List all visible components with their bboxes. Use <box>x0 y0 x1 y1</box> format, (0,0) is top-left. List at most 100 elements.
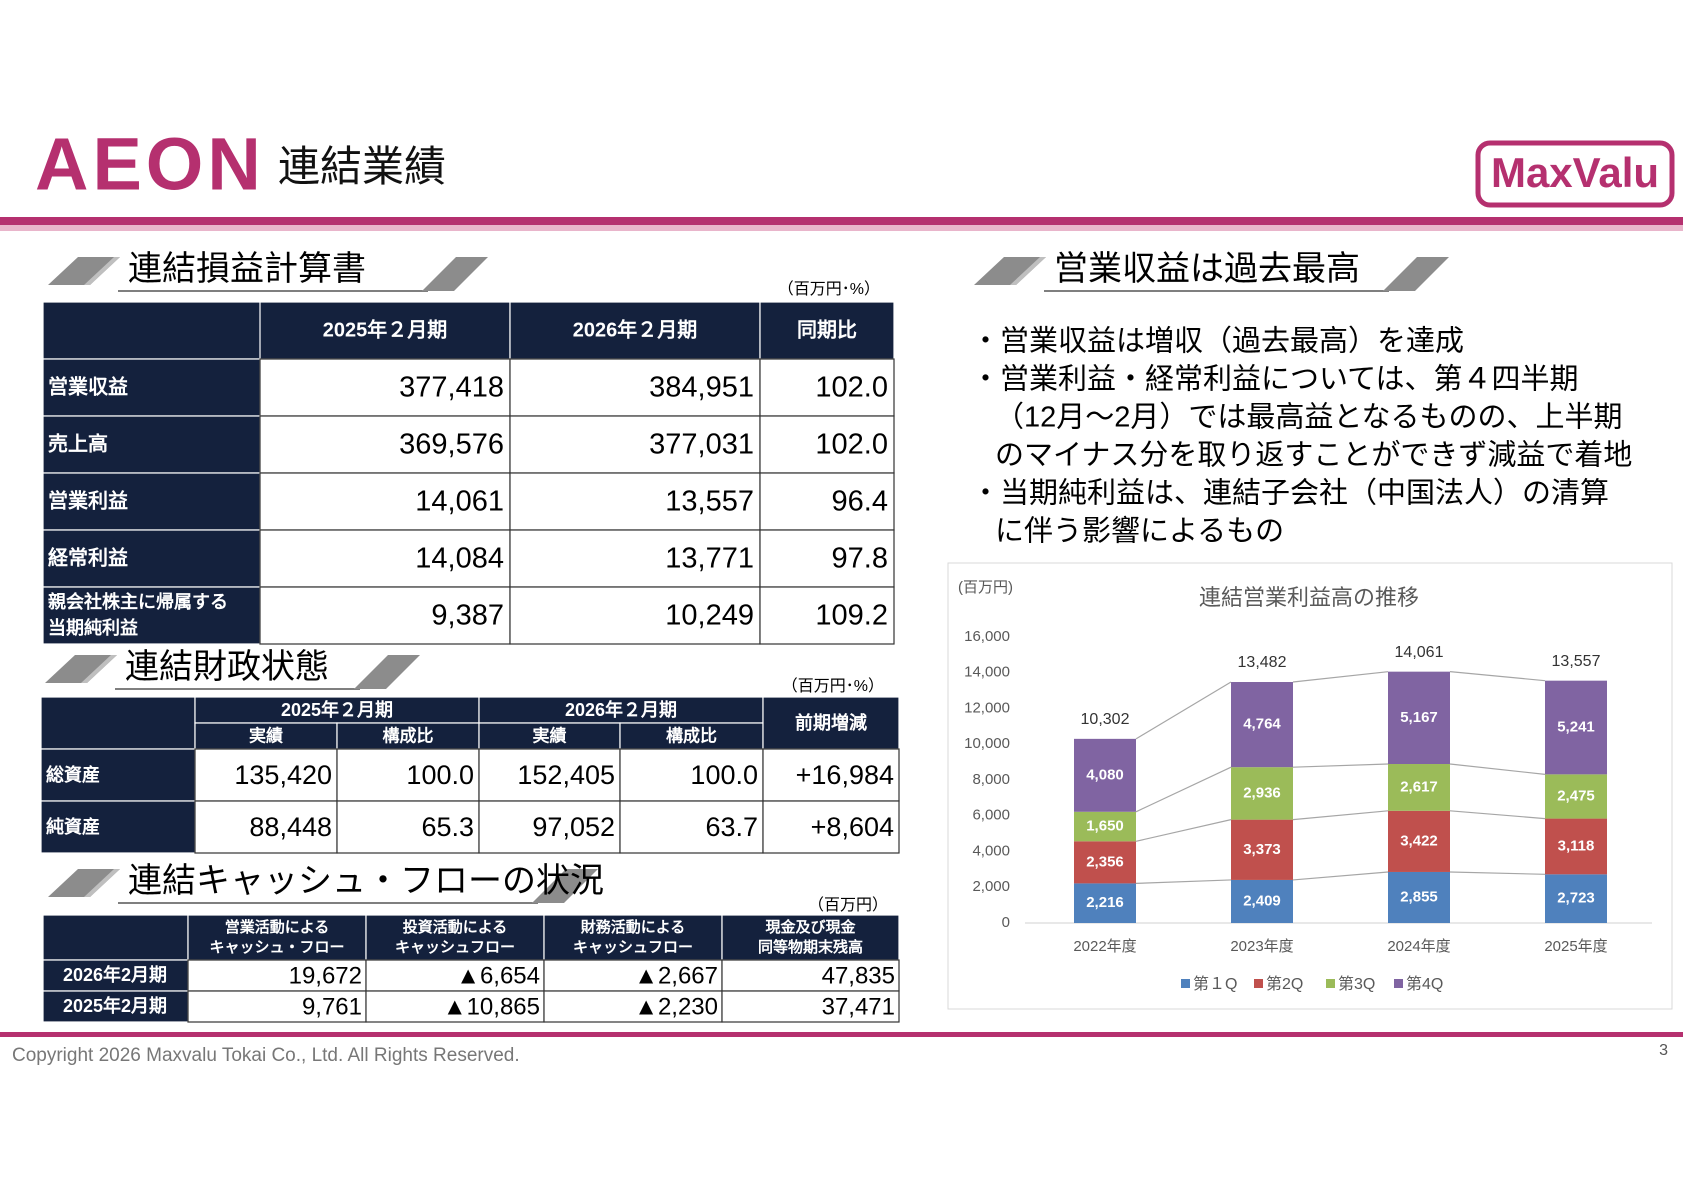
column-header: 財務活動による <box>580 918 686 936</box>
cell <box>259 358 511 417</box>
cell <box>194 748 338 802</box>
y-tick-label: 8,000 <box>972 771 1010 788</box>
column-header: 2026年２月期 <box>573 317 698 341</box>
data-label: 2,356 <box>1086 853 1124 870</box>
bar-segment <box>1388 871 1450 923</box>
data-label: 2,936 <box>1243 784 1281 801</box>
cell-value: 377,031 <box>649 429 754 461</box>
data-label: 3,422 <box>1400 832 1438 849</box>
header-cell <box>478 696 764 724</box>
cell <box>759 358 895 417</box>
cell <box>187 959 367 992</box>
row-header <box>42 959 189 992</box>
header-cell <box>509 301 761 360</box>
data-label: 1,650 <box>1086 817 1124 834</box>
x-tick-label: 2023年度 <box>1230 938 1293 955</box>
cell-value: 96.4 <box>832 486 888 518</box>
cell <box>759 529 895 588</box>
cell-value: 135,420 <box>234 760 332 790</box>
y-tick-label: 16,000 <box>964 628 1010 645</box>
row-label: 当期純利益 <box>48 617 138 638</box>
cell <box>509 472 761 531</box>
cell-value: ▲2,667 <box>634 962 718 989</box>
cell-value: 102.0 <box>815 372 888 404</box>
cell-value: 384,951 <box>649 372 754 404</box>
logo-frame <box>1475 140 1675 208</box>
x-tick-label: 2022年度 <box>1073 938 1136 955</box>
bullet-text: に伴う影響によるもの <box>995 515 1284 548</box>
bar-segment <box>1545 774 1607 819</box>
series-line <box>1135 766 1232 813</box>
cell <box>759 415 895 474</box>
cell-value: 152,405 <box>517 760 615 790</box>
total-label: 10,302 <box>1081 711 1130 728</box>
group-header: 2026年２月期 <box>565 699 677 720</box>
column-header: 投資活動による <box>403 918 508 936</box>
chart-title: 連結営業利益高の推移 <box>1199 585 1419 610</box>
row-header <box>42 415 261 474</box>
row-label: 売上高 <box>48 431 108 455</box>
header-band-light <box>0 225 1683 231</box>
cell-value: 13,771 <box>665 543 754 575</box>
header-cell <box>187 914 367 961</box>
cell-value: +8,604 <box>811 812 894 842</box>
data-label: 2,617 <box>1400 778 1438 795</box>
bullet-text: ・営業利益・経常利益については、第４四半期 <box>971 363 1579 396</box>
x-tick-label: 2024年度 <box>1387 938 1450 955</box>
cell-value: 9,761 <box>302 993 362 1020</box>
section-deco <box>45 655 117 683</box>
data-label: 5,241 <box>1557 718 1595 735</box>
legend-label: 第3Q <box>1338 975 1375 993</box>
data-label: 3,373 <box>1243 841 1281 858</box>
cell <box>187 990 367 1023</box>
cell <box>721 990 900 1023</box>
cell-value: 97,052 <box>532 812 615 842</box>
cell-value: 13,557 <box>665 486 754 518</box>
unit-label: （百万円･%） <box>782 677 884 695</box>
cell-value: 19,672 <box>289 962 362 989</box>
column-header: 現金及び現金 <box>765 918 856 936</box>
cell <box>509 529 761 588</box>
bullet-text: ・営業収益は増収（過去最高）を達成 <box>971 325 1464 358</box>
unit-label: （百万円） <box>808 896 888 914</box>
column-header: 前期増減 <box>795 712 867 733</box>
legend-label: 第2Q <box>1266 975 1303 993</box>
section-deco <box>1010 257 1046 285</box>
series-line <box>1292 671 1389 683</box>
series-line <box>1449 810 1546 820</box>
sub-header: 構成比 <box>383 725 434 745</box>
group-header: 2025年２月期 <box>281 699 393 720</box>
column-header: 同期比 <box>797 318 857 341</box>
legend-label: 第１Q <box>1193 975 1237 993</box>
series-line <box>1135 819 1232 842</box>
data-label: 2,855 <box>1400 888 1438 905</box>
series-line <box>1292 810 1389 821</box>
header-cell <box>478 722 621 750</box>
y-axis-label: (百万円) <box>958 579 1013 596</box>
row-label: 2025年2月期 <box>63 995 167 1016</box>
column-header: 営業活動による <box>225 918 330 936</box>
data-label: 2,475 <box>1557 787 1595 804</box>
bar-segment <box>1545 680 1607 775</box>
cell-value: 97.8 <box>832 543 888 575</box>
sub-header: 実績 <box>249 725 283 745</box>
legend-swatch <box>1254 979 1263 988</box>
footer-band <box>0 1032 1683 1037</box>
series-line <box>1449 671 1546 682</box>
cell-value: 369,576 <box>399 429 504 461</box>
bar-segment <box>1074 841 1136 884</box>
header-cell <box>42 914 189 961</box>
section-deco <box>1383 257 1449 291</box>
cell-value: 102.0 <box>815 429 888 461</box>
column-header: キャッシュ・フロー <box>209 939 344 956</box>
cell <box>259 415 511 474</box>
sub-header: 構成比 <box>666 725 717 745</box>
bar-segment <box>1074 738 1136 812</box>
section-deco <box>48 257 120 285</box>
unit-label: （百万円･%） <box>778 280 880 298</box>
header-cell <box>619 722 764 750</box>
cell <box>509 415 761 474</box>
logo-maxvalu: MaxValu <box>1491 149 1659 196</box>
